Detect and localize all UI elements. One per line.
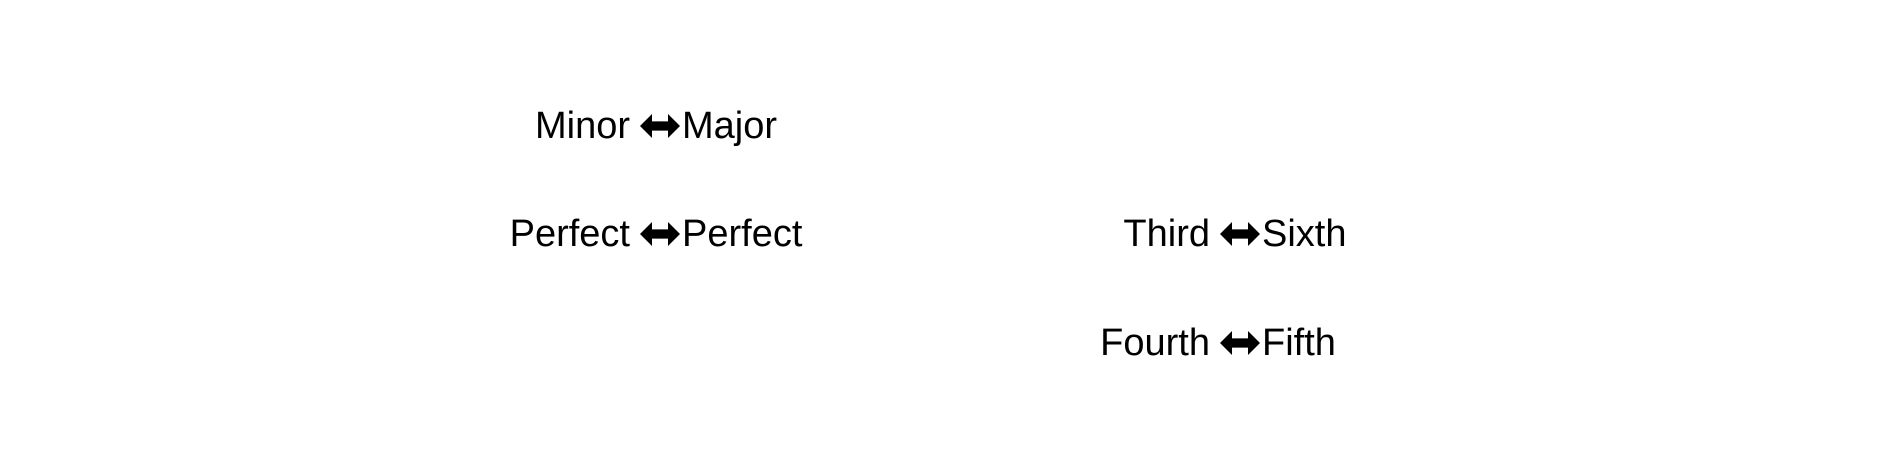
- pair-left-label: Perfect: [509, 213, 630, 255]
- double-headed-arrow-icon: [640, 114, 680, 138]
- interval-pair-fourth-fifth: Fourth Fifth: [1040, 320, 1440, 366]
- quality-pair-minor-major: Minor Major: [460, 103, 860, 149]
- double-headed-arrow-icon: [1220, 331, 1260, 355]
- double-headed-arrow-icon: [640, 222, 680, 246]
- interval-pair-third-sixth: Third Sixth: [1040, 211, 1440, 257]
- pair-right-label: Major: [682, 105, 778, 147]
- double-headed-arrow-icon: [1220, 222, 1260, 246]
- pair-right-label: Sixth: [1262, 213, 1347, 255]
- pair-right-label: Perfect: [682, 213, 803, 255]
- pair-left-label: Third: [1123, 213, 1210, 255]
- pair-left-label: Minor: [534, 105, 630, 147]
- pair-left-label: Fourth: [1100, 322, 1210, 364]
- quality-pair-perfect-perfect: Perfect Perfect: [460, 211, 860, 257]
- pair-right-label: Fifth: [1262, 322, 1336, 364]
